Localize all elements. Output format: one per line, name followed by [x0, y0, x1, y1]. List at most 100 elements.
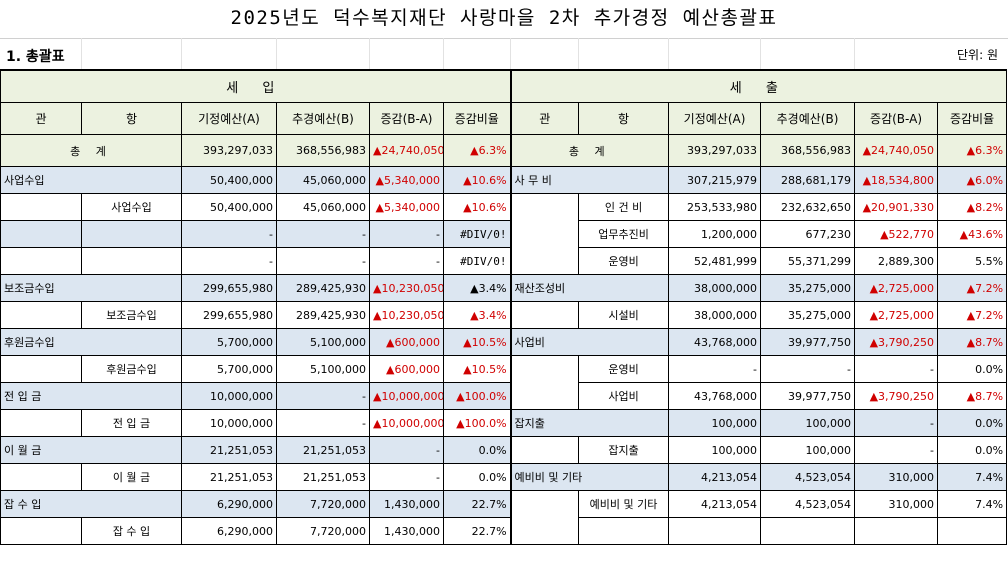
income-ratio-cell[interactable]: ▲10.6%	[442, 193, 512, 221]
income-ratio-cell[interactable]: 0.0%	[442, 463, 512, 491]
expense-hang-cell[interactable]: 운영비	[578, 247, 670, 275]
expense-base-cell[interactable]: 38,000,000	[668, 301, 762, 329]
expense-revised-cell[interactable]: 4,523,054	[760, 463, 856, 491]
income-revised-cell[interactable]: 45,060,000	[276, 166, 370, 194]
expense-diff-cell[interactable]: 2,889,300	[854, 247, 939, 275]
income-ratio-cell[interactable]: 22.7%	[442, 517, 512, 545]
income-ratio-cell[interactable]: ▲10.5%	[442, 328, 512, 356]
income-diff-cell[interactable]: -	[369, 247, 444, 275]
income-revised-cell[interactable]: -	[276, 382, 370, 410]
income-hang-cell[interactable]: 후원금수입	[81, 355, 182, 383]
expense-hang-cell[interactable]: 사업비	[578, 382, 670, 410]
income-hang-cell[interactable]	[81, 247, 182, 275]
income-diff-cell[interactable]: -	[369, 463, 444, 491]
expense-base-cell[interactable]: 100,000	[668, 436, 762, 464]
expense-gwan-cell[interactable]	[510, 355, 580, 410]
income-hang-cell[interactable]: 전 입 금	[81, 409, 182, 437]
expense-diff-cell[interactable]: ▲2,725,000	[854, 274, 939, 302]
expense-gwan-cell[interactable]: 재산조성비	[510, 274, 670, 302]
income-diff-cell[interactable]: ▲10,000,000	[369, 382, 444, 410]
expense-hang-cell[interactable]: 잡지출	[578, 436, 670, 464]
expense-total-ratio[interactable]: ▲6.3%	[937, 134, 1008, 167]
expense-diff-cell[interactable]: ▲3,790,250	[854, 382, 939, 410]
income-gwan-cell[interactable]	[0, 247, 82, 275]
income-hang-cell[interactable]: 잡 수 입	[81, 517, 182, 545]
expense-revised-cell[interactable]: 35,275,000	[760, 301, 856, 329]
expense-hang-cell[interactable]: 인 건 비	[578, 193, 670, 221]
expense-total-revised[interactable]: 368,556,983	[760, 134, 856, 167]
expense-ratio-cell[interactable]: ▲6.0%	[937, 166, 1008, 194]
expense-base-cell[interactable]	[668, 517, 762, 545]
income-ratio-cell[interactable]: 0.0%	[442, 436, 512, 464]
expense-revised-cell[interactable]: 39,977,750	[760, 382, 856, 410]
income-revised-cell[interactable]: 21,251,053	[276, 436, 370, 464]
expense-base-cell[interactable]: 253,533,980	[668, 193, 762, 221]
expense-diff-cell[interactable]: ▲2,725,000	[854, 301, 939, 329]
expense-total-base[interactable]: 393,297,033	[668, 134, 762, 167]
expense-gwan-cell[interactable]: 사 무 비	[510, 166, 670, 194]
income-total-diff[interactable]: ▲24,740,050	[369, 134, 444, 167]
expense-hang-cell[interactable]: 예비비 및 기타	[578, 490, 670, 518]
income-base-cell[interactable]: -	[181, 220, 277, 248]
income-base-cell[interactable]: -	[181, 247, 277, 275]
expense-ratio-cell[interactable]	[937, 517, 1008, 545]
expense-ratio-cell[interactable]: 0.0%	[937, 409, 1008, 437]
income-gwan-cell[interactable]	[0, 409, 82, 437]
expense-diff-cell[interactable]: 310,000	[854, 463, 939, 491]
expense-ratio-cell[interactable]: 5.5%	[937, 247, 1008, 275]
income-gwan-cell[interactable]	[0, 301, 82, 329]
expense-ratio-cell[interactable]: ▲8.2%	[937, 193, 1008, 221]
income-gwan-cell[interactable]: 보조금수입	[0, 274, 182, 302]
income-revised-cell[interactable]: 7,720,000	[276, 490, 370, 518]
income-base-cell[interactable]: 299,655,980	[181, 301, 277, 329]
income-ratio-cell[interactable]: 22.7%	[442, 490, 512, 518]
income-base-cell[interactable]: 21,251,053	[181, 463, 277, 491]
income-total-base[interactable]: 393,297,033	[181, 134, 277, 167]
expense-diff-cell[interactable]: ▲18,534,800	[854, 166, 939, 194]
expense-revised-cell[interactable]: -	[760, 355, 856, 383]
expense-gwan-cell[interactable]: 잡지출	[510, 409, 670, 437]
income-revised-cell[interactable]: 7,720,000	[276, 517, 370, 545]
expense-revised-cell[interactable]: 4,523,054	[760, 490, 856, 518]
expense-base-cell[interactable]: 43,768,000	[668, 328, 762, 356]
income-base-cell[interactable]: 21,251,053	[181, 436, 277, 464]
income-gwan-cell[interactable]	[0, 193, 82, 221]
expense-base-cell[interactable]: -	[668, 355, 762, 383]
income-ratio-cell[interactable]: ▲10.5%	[442, 355, 512, 383]
expense-gwan-cell[interactable]	[510, 193, 580, 275]
expense-base-cell[interactable]: 4,213,054	[668, 463, 762, 491]
expense-gwan-cell[interactable]	[510, 490, 580, 545]
expense-ratio-cell[interactable]: ▲7.2%	[937, 274, 1008, 302]
income-diff-cell[interactable]: ▲10,000,000	[369, 409, 444, 437]
expense-gwan-cell[interactable]: 사업비	[510, 328, 670, 356]
income-revised-cell[interactable]: 5,100,000	[276, 355, 370, 383]
expense-revised-cell[interactable]: 100,000	[760, 436, 856, 464]
income-gwan-cell[interactable]	[0, 517, 82, 545]
expense-gwan-cell[interactable]	[510, 436, 580, 464]
expense-total-diff[interactable]: ▲24,740,050	[854, 134, 939, 167]
income-base-cell[interactable]: 5,700,000	[181, 355, 277, 383]
expense-hang-cell[interactable]: 시설비	[578, 301, 670, 329]
expense-revised-cell[interactable]: 100,000	[760, 409, 856, 437]
income-base-cell[interactable]: 50,400,000	[181, 166, 277, 194]
income-ratio-cell[interactable]: #DIV/0!	[442, 247, 512, 275]
income-diff-cell[interactable]: 1,430,000	[369, 517, 444, 545]
expense-base-cell[interactable]: 38,000,000	[668, 274, 762, 302]
income-base-cell[interactable]: 50,400,000	[181, 193, 277, 221]
expense-diff-cell[interactable]: 310,000	[854, 490, 939, 518]
income-total-ratio[interactable]: ▲6.3%	[442, 134, 512, 167]
expense-diff-cell[interactable]: ▲20,901,330	[854, 193, 939, 221]
income-gwan-cell[interactable]: 이 월 금	[0, 436, 182, 464]
income-diff-cell[interactable]: 1,430,000	[369, 490, 444, 518]
expense-base-cell[interactable]: 1,200,000	[668, 220, 762, 248]
income-base-cell[interactable]: 5,700,000	[181, 328, 277, 356]
expense-revised-cell[interactable]: 232,632,650	[760, 193, 856, 221]
expense-hang-cell[interactable]	[578, 517, 670, 545]
income-gwan-cell[interactable]: 사업수입	[0, 166, 182, 194]
income-gwan-cell[interactable]	[0, 463, 82, 491]
expense-ratio-cell[interactable]: ▲8.7%	[937, 328, 1008, 356]
expense-base-cell[interactable]: 100,000	[668, 409, 762, 437]
expense-diff-cell[interactable]: ▲522,770	[854, 220, 939, 248]
income-base-cell[interactable]: 6,290,000	[181, 517, 277, 545]
income-base-cell[interactable]: 299,655,980	[181, 274, 277, 302]
